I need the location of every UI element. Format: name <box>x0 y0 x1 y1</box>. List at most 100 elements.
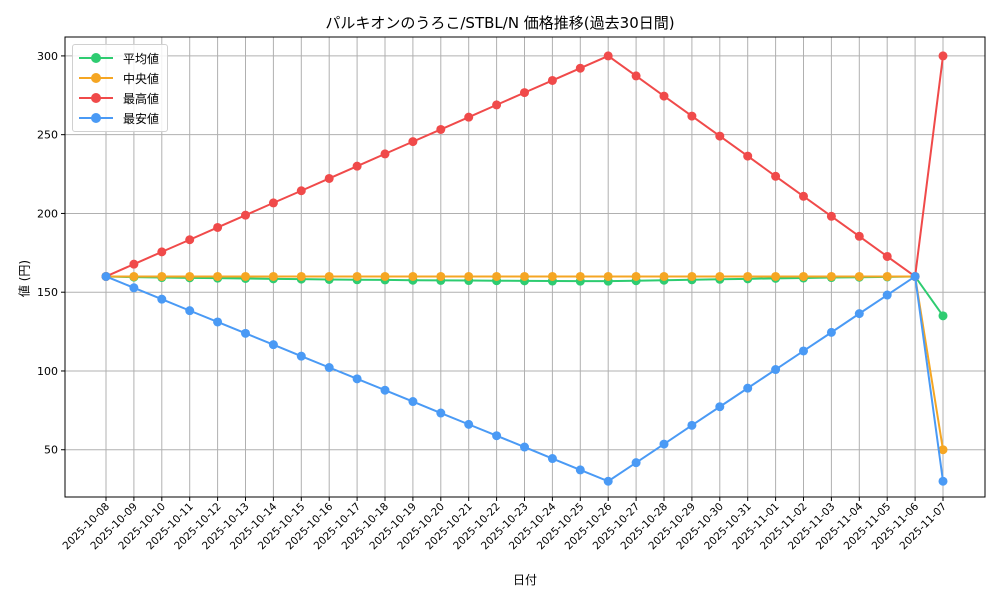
data-point <box>352 271 362 281</box>
data-point <box>743 383 753 393</box>
data-point <box>743 151 753 161</box>
data-point <box>826 211 836 221</box>
data-point <box>408 397 418 407</box>
data-point <box>547 75 557 85</box>
data-point <box>129 271 139 281</box>
data-point <box>603 271 613 281</box>
data-point <box>938 445 948 455</box>
data-point <box>296 186 306 196</box>
data-point <box>659 271 669 281</box>
data-point <box>910 271 920 281</box>
legend-marker-icon <box>79 112 113 124</box>
data-point <box>129 259 139 269</box>
legend-marker-icon <box>79 52 113 64</box>
data-point <box>771 365 781 375</box>
y-tick-label: 250 <box>37 129 58 142</box>
data-point <box>938 311 948 321</box>
legend-label: 最安値 <box>123 111 160 126</box>
data-point <box>157 271 167 281</box>
data-point <box>296 271 306 281</box>
data-point <box>436 124 446 134</box>
data-point <box>241 271 250 281</box>
data-point <box>241 328 250 338</box>
data-point <box>213 317 223 327</box>
data-point <box>882 290 892 300</box>
data-point <box>715 131 725 141</box>
data-point <box>268 271 278 281</box>
series-line <box>101 51 948 281</box>
data-point <box>771 271 781 281</box>
legend-item: 平均値 <box>79 48 159 68</box>
data-point <box>799 271 808 281</box>
data-point <box>715 271 725 281</box>
data-point <box>213 222 223 232</box>
data-point <box>268 340 278 350</box>
data-point <box>603 51 613 61</box>
y-tick-label: 100 <box>37 365 58 378</box>
data-point <box>631 271 641 281</box>
data-point <box>129 283 139 293</box>
data-point <box>213 271 223 281</box>
grid <box>65 37 985 497</box>
y-axis-label: 値 (円) <box>17 259 32 298</box>
data-point <box>715 402 725 412</box>
data-point <box>380 385 390 395</box>
legend-marker-icon <box>79 92 113 104</box>
data-point <box>659 91 669 101</box>
y-tick-label: 200 <box>37 207 58 220</box>
data-point <box>185 235 195 245</box>
y-axis: 50 100 150 200 250 300 <box>37 50 65 457</box>
data-point <box>241 210 250 220</box>
data-point <box>185 271 195 281</box>
data-point <box>185 306 195 316</box>
data-point <box>296 351 306 361</box>
y-tick-label: 300 <box>37 50 58 63</box>
data-point <box>520 88 529 98</box>
data-point <box>408 137 418 147</box>
data-point <box>631 71 641 81</box>
data-point <box>743 271 753 281</box>
data-point <box>268 198 278 208</box>
data-point <box>547 271 557 281</box>
data-point <box>603 476 613 486</box>
data-point <box>520 442 529 452</box>
data-point <box>157 294 167 304</box>
data-point <box>575 63 585 73</box>
legend-item: 中央値 <box>79 68 159 88</box>
data-point <box>938 51 948 61</box>
x-axis-label: 日付 <box>512 573 537 587</box>
data-point <box>324 173 334 183</box>
data-point <box>771 171 781 181</box>
data-point <box>882 251 892 261</box>
data-point <box>575 271 585 281</box>
legend-label: 平均値 <box>123 51 160 66</box>
data-point <box>520 271 529 281</box>
data-point <box>854 231 864 241</box>
chart-title: パルキオンのうろこ/STBL/N 価格推移(過去30日間) <box>325 14 675 32</box>
data-point <box>352 374 362 384</box>
data-point <box>854 309 864 319</box>
data-point <box>436 408 446 418</box>
data-point <box>492 100 502 110</box>
y-tick-label: 50 <box>44 444 58 457</box>
data-point <box>687 111 697 121</box>
data-point <box>352 161 362 171</box>
legend-item: 最安値 <box>79 108 159 128</box>
data-point <box>436 271 446 281</box>
data-point <box>687 420 697 430</box>
data-point <box>826 327 836 337</box>
legend-marker-icon <box>79 72 113 84</box>
data-point <box>492 271 502 281</box>
data-point <box>464 271 474 281</box>
data-point <box>380 271 390 281</box>
data-point <box>938 476 948 486</box>
data-point <box>464 419 474 429</box>
data-point <box>799 346 808 356</box>
data-point <box>799 191 808 201</box>
data-point <box>687 271 697 281</box>
data-point <box>631 458 641 468</box>
data-point <box>157 247 167 257</box>
data-point <box>408 271 418 281</box>
